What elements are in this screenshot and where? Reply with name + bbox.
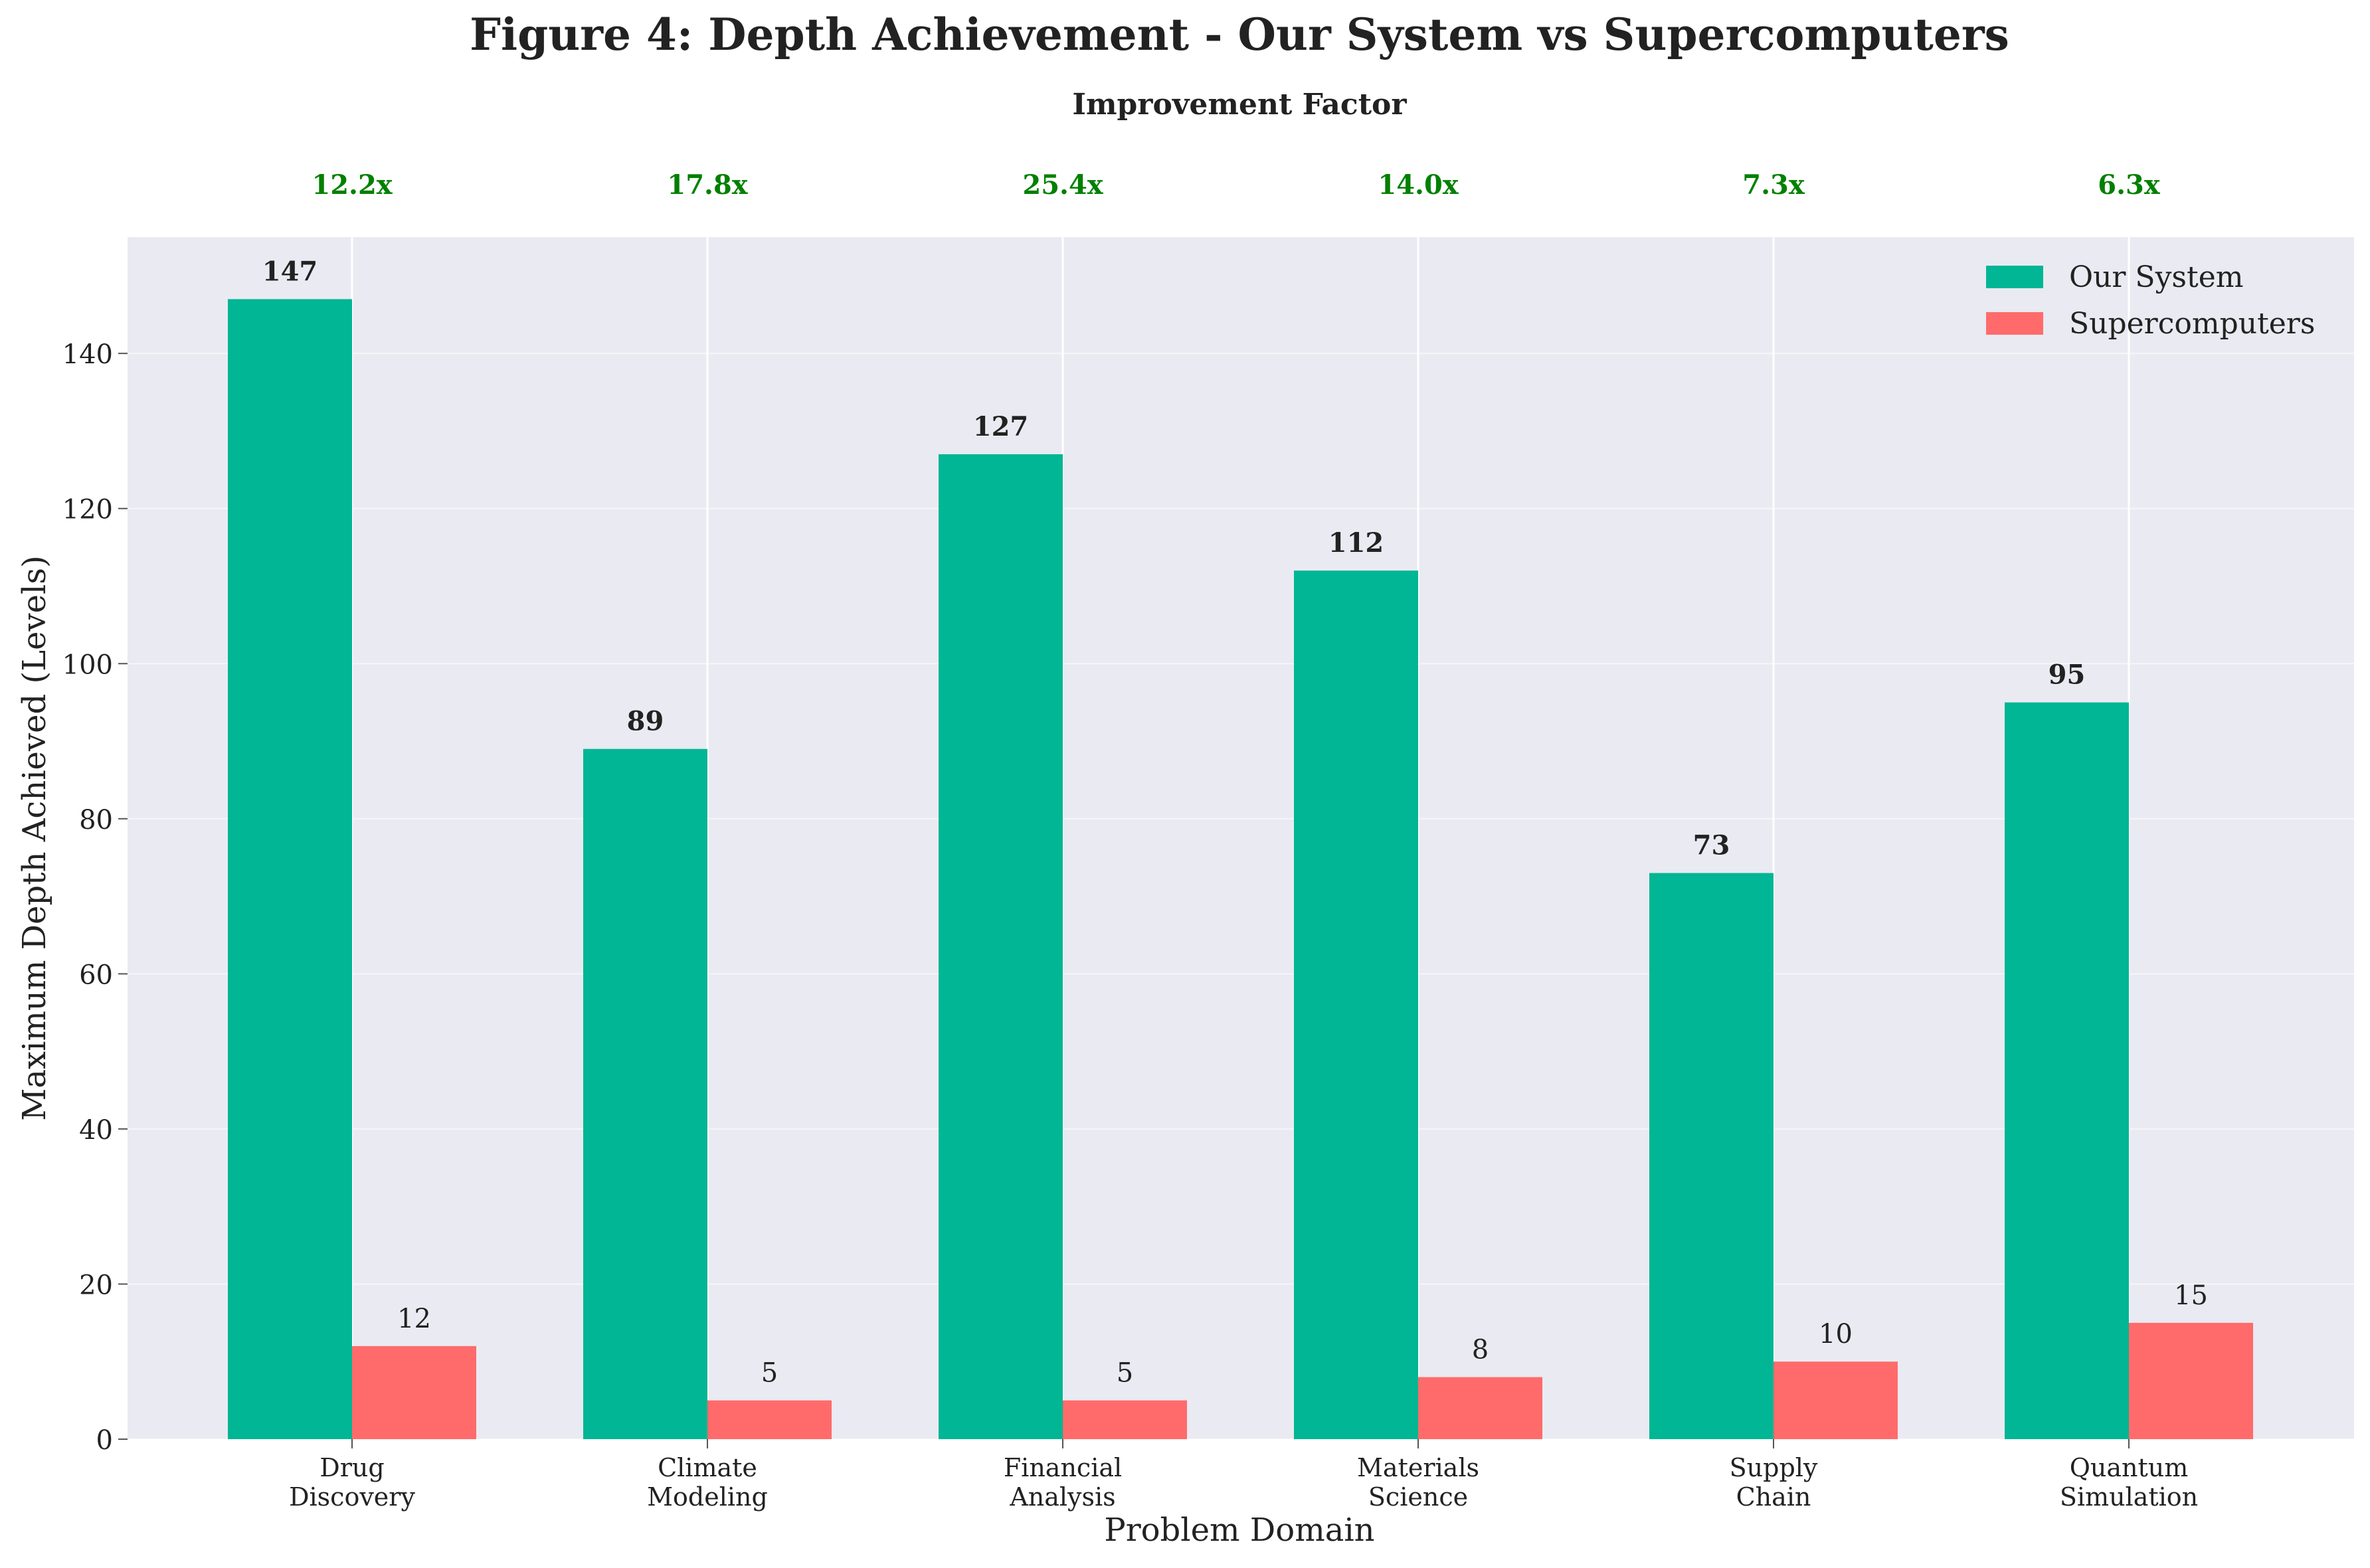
chart-title: Figure 4: Depth Achievement - Our System… xyxy=(470,9,2009,60)
x-axis-label: Problem Domain xyxy=(1104,1512,1374,1549)
x-tick-label: Climate xyxy=(658,1453,757,1482)
data-label-supercomputers: 10 xyxy=(1819,1319,1853,1350)
y-axis-label: Maximum Depth Achieved (Levels) xyxy=(16,555,53,1120)
bar-supercomputers xyxy=(1418,1377,1542,1439)
data-label-supercomputers: 5 xyxy=(1117,1358,1133,1389)
bar-supercomputers xyxy=(1774,1361,1898,1439)
data-label-our-system: 112 xyxy=(1328,527,1384,559)
bar-supercomputers xyxy=(707,1401,832,1439)
y-tick-label: 140 xyxy=(62,339,113,370)
y-tick-label: 20 xyxy=(79,1270,113,1300)
legend-label: Supercomputers xyxy=(2069,307,2315,341)
bar-supercomputers xyxy=(2129,1323,2253,1439)
x-tick-label: Quantum xyxy=(2070,1453,2189,1482)
x-tick-label: Simulation xyxy=(2060,1482,2198,1512)
y-tick-label: 80 xyxy=(79,805,113,835)
bar-our-system xyxy=(1294,570,1418,1439)
bar-our-system xyxy=(228,299,352,1439)
data-label-our-system: 89 xyxy=(627,706,664,737)
bar-supercomputers xyxy=(352,1346,476,1439)
improvement-factor-label: 17.8x xyxy=(667,169,748,201)
data-label-supercomputers: 5 xyxy=(761,1358,778,1389)
x-tick-label: Science xyxy=(1368,1482,1468,1512)
legend-swatch xyxy=(1986,312,2043,335)
x-tick-label: Chain xyxy=(1736,1482,1811,1512)
data-label-our-system: 73 xyxy=(1693,830,1730,861)
data-label-supercomputers: 15 xyxy=(2174,1280,2208,1311)
bar-our-system xyxy=(939,454,1063,1439)
improvement-factor-label: 7.3x xyxy=(1742,169,1805,201)
data-label-supercomputers: 8 xyxy=(1472,1335,1489,1365)
x-tick-label: Modeling xyxy=(647,1482,768,1512)
improvement-factor-label: 6.3x xyxy=(2098,169,2161,201)
x-tick-label: Financial xyxy=(1004,1453,1122,1482)
y-tick-label: 100 xyxy=(62,650,113,680)
x-tick-label: Analysis xyxy=(1009,1482,1115,1512)
y-axis: 0 20 40 60 80 100 120 140 xyxy=(62,339,128,1456)
y-tick-label: 40 xyxy=(79,1115,113,1146)
chart-subtitle: Improvement Factor xyxy=(1072,88,1407,122)
improvement-factor-label: 12.2x xyxy=(312,169,393,201)
data-label-our-system: 95 xyxy=(2049,659,2086,691)
y-tick-label: 120 xyxy=(62,495,113,525)
data-label-our-system: 127 xyxy=(973,411,1029,442)
x-tick-label: Discovery xyxy=(289,1482,415,1512)
x-tick-label: Drug xyxy=(319,1453,384,1482)
x-tick-label: Supply xyxy=(1730,1453,1818,1482)
bar-our-system xyxy=(2005,703,2129,1439)
bar-our-system xyxy=(1649,873,1774,1439)
y-tick-label: 0 xyxy=(96,1425,113,1456)
data-label-supercomputers: 12 xyxy=(397,1304,431,1334)
legend-swatch xyxy=(1986,266,2043,288)
legend-label: Our System xyxy=(2069,260,2243,294)
improvement-factor-label: 14.0x xyxy=(1378,169,1459,201)
data-label-our-system: 147 xyxy=(262,256,318,287)
y-tick-label: 60 xyxy=(79,960,113,990)
improvement-factor-label: 25.4x xyxy=(1022,169,1103,201)
bar-supercomputers xyxy=(1063,1401,1187,1439)
bar-our-system xyxy=(583,749,707,1439)
x-tick-label: Materials xyxy=(1357,1453,1479,1482)
x-axis: DrugDiscovery ClimateModeling FinancialAna… xyxy=(289,1439,2198,1512)
improvement-factors: 12.2x 17.8x 25.4x 14.0x 7.3x 6.3x xyxy=(312,169,2161,201)
